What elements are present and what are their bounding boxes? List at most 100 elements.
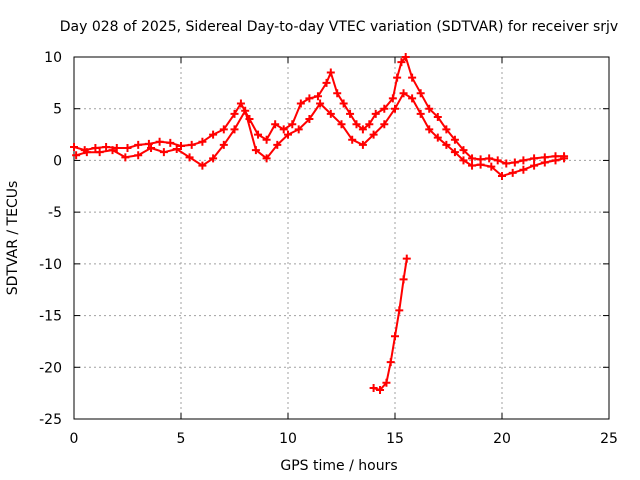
data-point	[305, 94, 314, 103]
data-point	[371, 109, 380, 118]
data-point	[560, 154, 569, 163]
data-point	[442, 125, 451, 134]
data-point	[391, 332, 399, 341]
data-point	[251, 146, 260, 155]
data-point	[70, 142, 78, 151]
data-point	[450, 135, 459, 144]
data-point	[72, 151, 81, 160]
chart-title: Day 028 of 2025, Sidereal Day-to-day VTE…	[60, 19, 618, 35]
data-point	[108, 146, 117, 155]
data-point	[121, 153, 130, 162]
y-tick-label: -25	[39, 412, 62, 428]
data-point	[399, 89, 408, 98]
data-point	[284, 130, 292, 139]
grid	[74, 57, 609, 419]
data-point	[134, 151, 143, 160]
data-point	[416, 89, 425, 98]
data-point	[540, 158, 549, 167]
data-point	[365, 120, 374, 129]
y-tick-label: -5	[48, 205, 62, 221]
x-tick-label: 20	[493, 431, 511, 447]
data-point	[230, 109, 239, 118]
data-point	[348, 135, 357, 144]
data-point	[159, 148, 168, 157]
data-point	[294, 125, 303, 134]
x-tick-label: 10	[279, 431, 297, 447]
data-point	[177, 141, 185, 150]
data-point	[468, 161, 477, 170]
data-point	[382, 378, 391, 387]
data-point	[468, 154, 477, 163]
x-tick-label: 5	[177, 431, 186, 447]
data-point	[393, 73, 402, 82]
data-point	[95, 148, 104, 157]
axis-ticks: 0 5 10 15 20 25 10 5 0 -5 -10 -15 -20 -25	[39, 50, 618, 447]
data-point	[209, 154, 218, 163]
data-point	[369, 130, 378, 139]
data-point	[508, 168, 517, 177]
x-tick-label: 25	[600, 431, 618, 447]
series-track-3	[369, 254, 411, 395]
data-point	[487, 162, 496, 171]
data-point	[326, 109, 335, 118]
data-point	[322, 78, 331, 87]
data-point	[147, 144, 156, 153]
x-axis-label: GPS time / hours	[280, 458, 397, 474]
data-point	[530, 154, 539, 163]
data-point	[82, 148, 91, 157]
data-point	[416, 109, 425, 118]
data-point	[425, 104, 434, 113]
data-point	[102, 142, 111, 151]
data-point	[395, 306, 404, 315]
data-point	[219, 125, 228, 134]
plot-frame	[73, 56, 610, 420]
data-point	[262, 135, 271, 144]
data-point	[316, 99, 325, 108]
data-series	[70, 53, 569, 395]
data-point	[376, 386, 385, 395]
data-point	[459, 156, 468, 165]
series-line	[73, 56, 566, 165]
data-point	[369, 383, 378, 392]
data-point	[333, 89, 342, 98]
data-point	[187, 140, 196, 149]
data-point	[510, 158, 519, 167]
data-point	[236, 99, 245, 108]
data-point	[358, 125, 367, 134]
data-point	[401, 53, 410, 61]
data-point	[91, 144, 100, 153]
data-point	[254, 130, 263, 139]
data-point	[519, 165, 528, 174]
y-tick-label: -20	[39, 360, 62, 376]
y-tick-label: 10	[44, 50, 62, 66]
data-point	[198, 161, 207, 170]
data-point	[241, 106, 250, 115]
data-point	[288, 120, 297, 129]
data-point	[433, 133, 442, 142]
data-point	[459, 146, 468, 155]
data-point	[450, 148, 459, 157]
data-point	[408, 94, 417, 103]
data-point	[339, 99, 348, 108]
x-tick-label: 0	[70, 431, 79, 447]
data-point	[352, 120, 361, 129]
data-point	[313, 92, 322, 101]
data-point	[425, 125, 434, 134]
data-point	[271, 120, 280, 129]
y-tick-label: -15	[39, 309, 62, 325]
data-point	[123, 144, 132, 153]
data-point	[198, 137, 207, 146]
data-point	[279, 125, 288, 134]
data-point	[305, 115, 314, 124]
data-point	[144, 139, 153, 148]
data-point	[388, 94, 397, 103]
data-point	[386, 358, 395, 367]
data-point	[296, 99, 305, 108]
data-point	[358, 140, 367, 149]
y-tick-label: -10	[39, 257, 62, 273]
data-point	[209, 130, 218, 139]
data-point	[397, 58, 406, 67]
x-tick-label: 15	[386, 431, 404, 447]
y-tick-label: 0	[53, 153, 62, 169]
data-point	[172, 145, 181, 154]
